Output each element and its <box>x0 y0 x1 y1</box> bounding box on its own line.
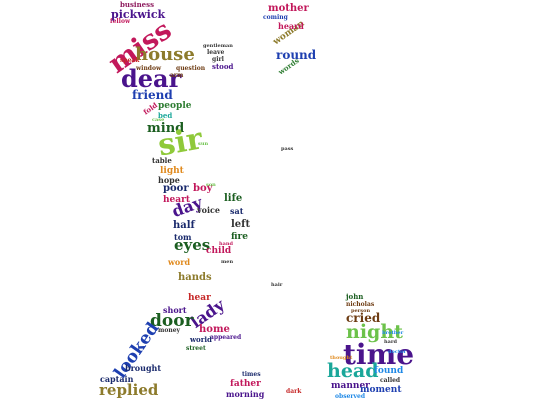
word-morning: morning <box>226 389 265 399</box>
word-boy: boy <box>193 183 213 194</box>
word-sun: sun <box>198 141 209 147</box>
word-world: world <box>190 335 212 344</box>
word-mind: mind <box>147 121 185 136</box>
word-men: men <box>221 259 234 265</box>
word-dear: dear <box>121 64 182 93</box>
word-john: john <box>346 292 364 301</box>
word-left: left <box>231 219 251 230</box>
word-doctor: doctor <box>388 349 407 355</box>
word-father: father <box>230 379 261 389</box>
word-pickwick: pickwick <box>111 8 166 21</box>
word-table: table <box>152 156 172 165</box>
word-window: window <box>136 65 162 72</box>
word-mother: mother <box>268 3 309 14</box>
word-speak: speak <box>120 57 140 64</box>
word-thought: thought <box>330 355 353 361</box>
word-hope: hope <box>158 175 180 185</box>
word-light: light <box>160 166 184 176</box>
word-fire: fire <box>231 232 249 242</box>
word-tom: tom <box>174 232 192 242</box>
word-moment: moment <box>360 385 402 395</box>
word-pass: pass <box>281 146 294 152</box>
word-gentleman: gentleman <box>203 43 233 49</box>
word-time: time <box>343 338 415 371</box>
word-brother: brother <box>382 330 404 336</box>
word-hand: hand <box>219 241 234 247</box>
word-head: head <box>327 360 379 382</box>
word-hair: hair <box>271 282 283 288</box>
word-replied: replied <box>99 381 159 399</box>
word-case: case <box>152 117 165 123</box>
word-night: night <box>346 321 403 343</box>
word-manner: manner <box>331 381 370 391</box>
word-called: called <box>380 377 401 384</box>
word-hear: hear <box>188 293 211 303</box>
word-fellow: fellow <box>110 18 131 25</box>
word-captain: captain <box>100 374 134 384</box>
word-leave: leave <box>207 49 225 56</box>
word-door: door <box>150 311 194 331</box>
word-observed: observed <box>335 393 366 400</box>
word-times: times <box>242 371 261 378</box>
word-eyes: eyes <box>174 236 211 254</box>
word-round: round <box>276 48 317 62</box>
word-friend: friend <box>132 88 173 102</box>
word-dark: dark <box>286 388 302 395</box>
word-people: people <box>158 101 192 111</box>
word-stood: stood <box>212 62 234 71</box>
word-brought: brought <box>125 363 162 373</box>
word-coming: coming <box>263 14 288 21</box>
word-bed: bed <box>158 111 173 120</box>
word-house: house <box>135 44 195 65</box>
word-question: question <box>176 65 206 72</box>
word-son: son <box>206 182 216 188</box>
word-half: half <box>173 220 195 231</box>
word-heard: heard <box>278 21 304 31</box>
word-appeared: appeared <box>210 334 242 341</box>
word-poor: poor <box>163 183 189 194</box>
word-life: life <box>224 193 243 204</box>
word-sat: sat <box>230 206 244 216</box>
word-word: word <box>168 257 191 267</box>
word-nicholas: nicholas <box>346 301 375 308</box>
word-business: business <box>120 0 155 9</box>
word-money: money <box>158 327 181 334</box>
word-street: street <box>186 345 206 352</box>
word-fold: fold <box>141 100 160 117</box>
word-heart: heart <box>163 195 190 205</box>
word-hands: hands <box>178 272 212 283</box>
word-hard: hard <box>384 339 398 345</box>
word-person: person <box>351 308 371 314</box>
word-short: short <box>163 305 187 315</box>
word-girl: girl <box>212 56 224 63</box>
word-arm: arm <box>170 72 184 79</box>
word-voice: voice <box>197 205 220 215</box>
word-cried: cried <box>346 311 381 325</box>
word-home: home <box>199 324 230 335</box>
word-child: child <box>206 246 232 256</box>
word-found: found <box>374 366 404 376</box>
